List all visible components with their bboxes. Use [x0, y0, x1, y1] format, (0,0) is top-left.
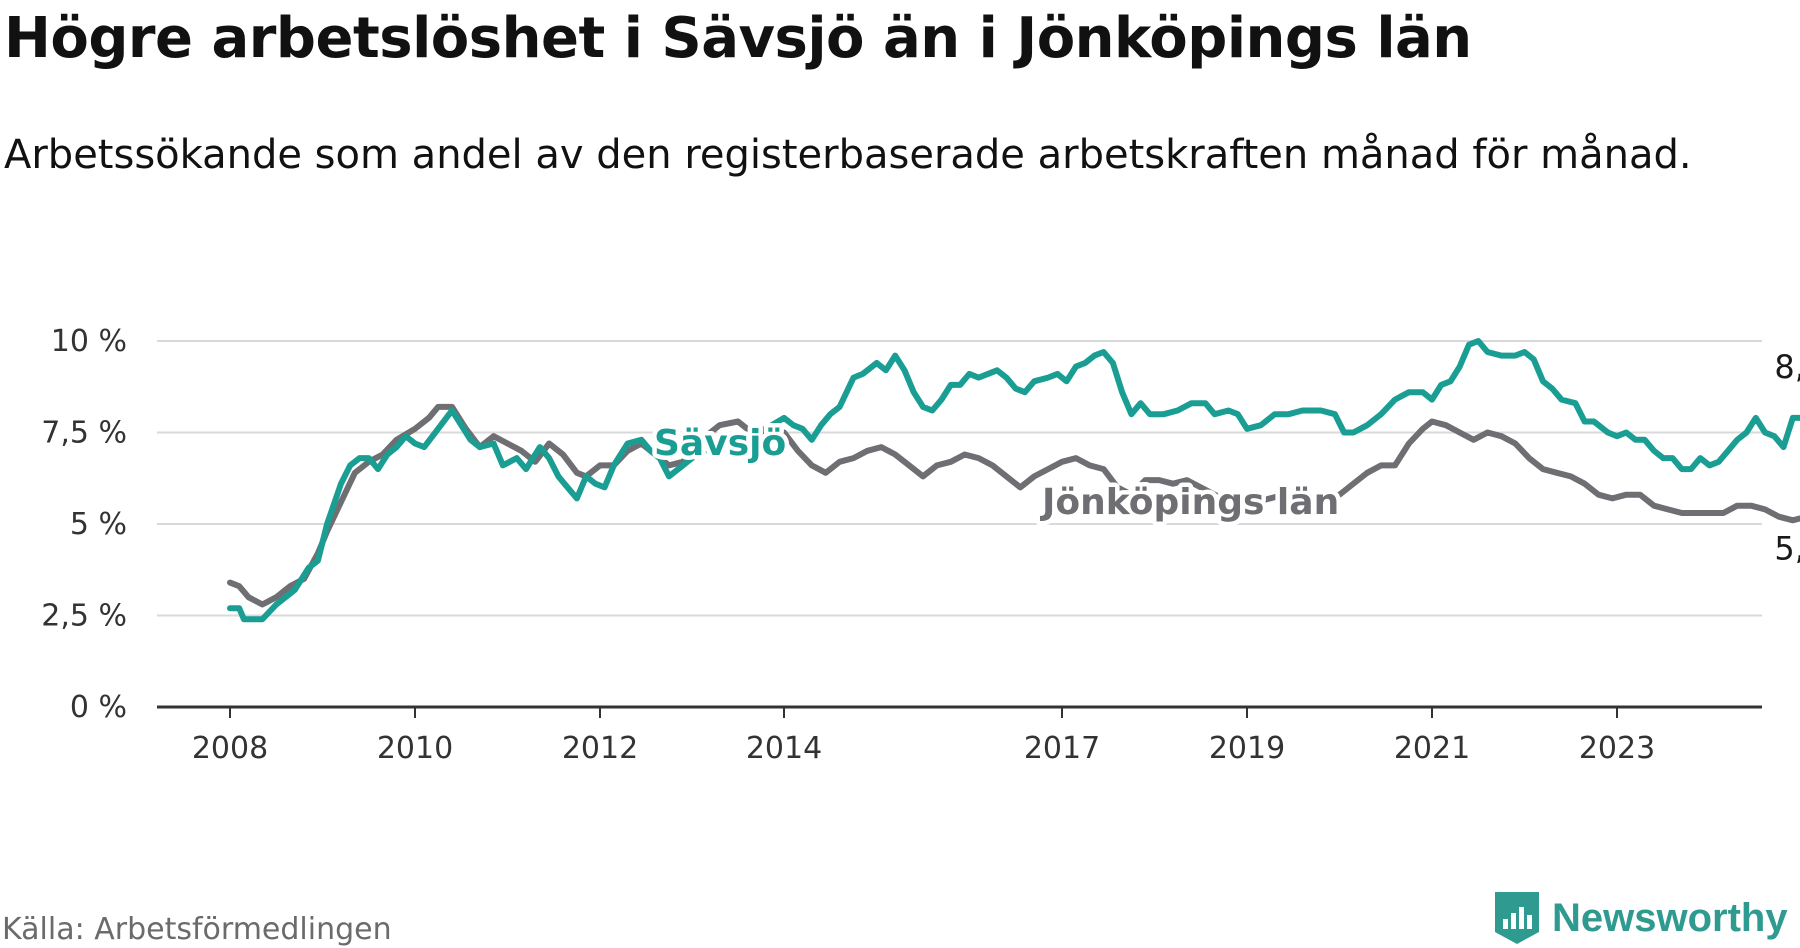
x-tick-label: 2021: [1394, 731, 1470, 766]
x-tick-label: 2023: [1579, 731, 1655, 766]
x-tick-label: 2014: [746, 731, 822, 766]
y-tick-label: 2,5 %: [41, 599, 127, 634]
end-label-jonkopings-lan: 5,4 %: [1774, 529, 1800, 567]
y-tick-label: 0 %: [70, 690, 127, 725]
source-note: Källa: Arbetsförmedlingen: [2, 912, 392, 947]
x-tick-label: 2019: [1209, 731, 1285, 766]
series-labels: Sävsjö Jönköpings län 8,2 % 5,4 %: [650, 348, 1800, 567]
series-label-savsjo: Sävsjö: [654, 423, 786, 464]
chart-subtitle: Arbetssökande som andel av den registerb…: [4, 132, 1692, 178]
y-tick-label: 7,5 %: [41, 416, 127, 451]
y-axis-ticks: 0 % 2,5 % 5 % 7,5 % 10 %: [41, 324, 127, 725]
x-tick-label: 2010: [377, 731, 453, 766]
newsworthy-logo[interactable]: Newsworthy: [1492, 888, 1788, 948]
x-axis-ticks: 2008 2010 2012 2014 2017 2019 2021 2023: [157, 705, 1762, 766]
series-lines: [227, 338, 1800, 623]
newsworthy-logo-icon: [1495, 892, 1539, 944]
y-tick-label: 5 %: [70, 507, 127, 542]
x-tick-label: 2017: [1024, 731, 1100, 766]
chart-title: Högre arbetslöshet i Sävsjö än i Jönköpi…: [4, 6, 1472, 71]
y-tick-label: 10 %: [51, 324, 127, 359]
x-tick-label: 2012: [562, 731, 638, 766]
series-label-jonkopings-lan: Jönköpings län: [1039, 482, 1339, 523]
series-line-savsjo: [227, 338, 1800, 623]
brand-name: Newsworthy: [1552, 895, 1788, 940]
x-tick-label: 2008: [192, 731, 268, 766]
end-label-savsjo: 8,2 %: [1774, 348, 1800, 386]
